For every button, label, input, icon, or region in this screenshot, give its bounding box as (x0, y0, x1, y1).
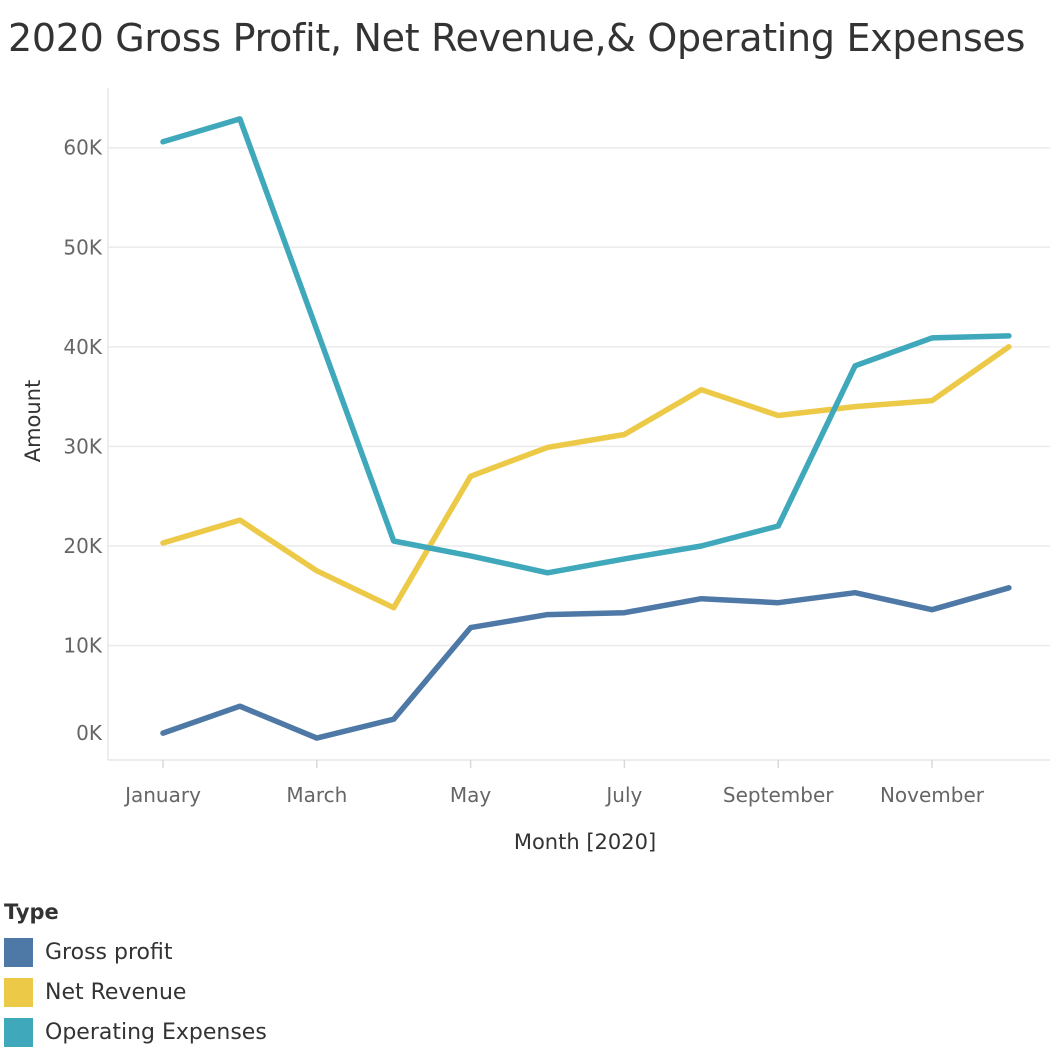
y-tick-label: 30K (63, 434, 102, 458)
x-tick-labels: January March May July September November (123, 783, 985, 807)
legend: Type Gross profit Net Revenue Operating … (4, 900, 267, 1052)
axes (107, 88, 1050, 768)
series-line-net-revenue (160, 344, 1012, 611)
legend-swatch-net-revenue (4, 977, 33, 1007)
x-axis-title: Month [2020] (514, 830, 656, 854)
x-tick-label: May (450, 783, 492, 807)
y-axis-title: Amount (21, 380, 45, 463)
legend-swatch-operating-expenses (4, 1017, 33, 1047)
legend-item-net-revenue[interactable]: Net Revenue (4, 972, 267, 1012)
series-lines (160, 116, 1012, 741)
legend-swatch-gross-profit (4, 937, 33, 967)
legend-label-operating-expenses: Operating Expenses (45, 1019, 267, 1045)
y-tick-label: 40K (63, 335, 102, 359)
legend-item-gross-profit[interactable]: Gross profit (4, 932, 267, 972)
x-tick-label: September (723, 783, 834, 807)
y-tick-labels: 0K 10K 20K 30K 40K 50K 60K (63, 136, 102, 745)
y-tick-label: 20K (63, 534, 102, 558)
y-tick-label: 10K (63, 634, 102, 658)
x-tick-label: March (286, 783, 347, 807)
legend-item-operating-expenses[interactable]: Operating Expenses (4, 1012, 267, 1052)
y-tick-label: 60K (63, 136, 102, 160)
chart-title: 2020 Gross Profit, Net Revenue,& Operati… (8, 16, 1026, 60)
series-line-operating-expenses (160, 116, 1012, 576)
y-tick-label: 50K (63, 235, 102, 259)
series-line-gross-profit (160, 585, 1012, 741)
x-tick-label: July (604, 783, 642, 807)
legend-label-gross-profit: Gross profit (45, 939, 173, 965)
x-tick-label: January (123, 783, 201, 807)
legend-label-net-revenue: Net Revenue (45, 979, 187, 1005)
gridlines (108, 146, 1050, 647)
x-tick-label: November (880, 783, 985, 807)
legend-title: Type (4, 900, 59, 924)
y-tick-label: 0K (76, 721, 103, 745)
